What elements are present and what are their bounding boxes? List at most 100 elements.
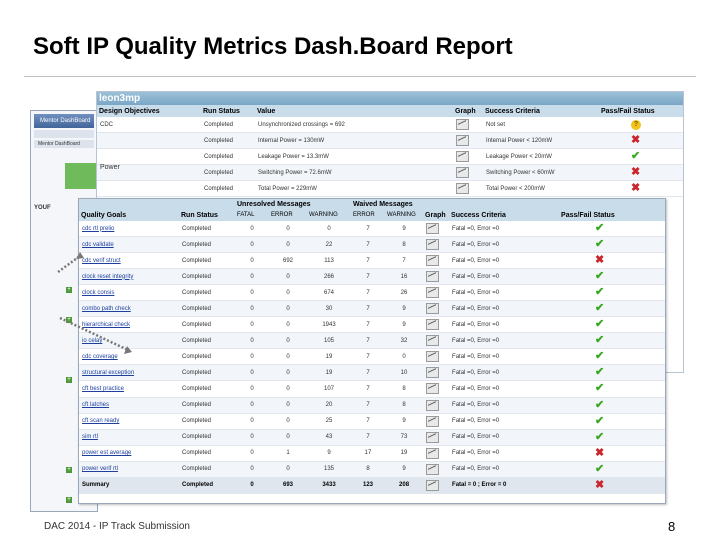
status-cell: ✔: [559, 364, 666, 382]
graph-cell: [423, 380, 450, 398]
graph-icon[interactable]: [426, 303, 440, 315]
column-header[interactable]: Pass/Fail Status: [599, 105, 683, 117]
quality-goal-cell[interactable]: io celay: [79, 332, 179, 350]
graph-icon[interactable]: [426, 271, 440, 283]
warning-count-cell: 25: [307, 413, 352, 430]
w_warning-count-cell: 9: [385, 300, 424, 318]
objective-cell: [97, 164, 201, 181]
column-header[interactable]: FATAL: [235, 209, 269, 221]
graph-icon[interactable]: [426, 463, 440, 475]
arrow-head: [76, 252, 84, 259]
quality-goal-cell[interactable]: cft best practice: [79, 380, 179, 398]
criteria-cell: Fatal = 0 ; Error = 0: [449, 477, 560, 494]
run-status-cell: Completed: [201, 117, 255, 133]
column-header[interactable]: ERROR: [351, 209, 386, 221]
browser-tab[interactable]: Mentor DashBoard: [34, 140, 94, 148]
w_error-count-cell: 8: [351, 461, 386, 478]
quality-goal-cell[interactable]: cft latches: [79, 397, 179, 414]
graph-icon[interactable]: [426, 415, 440, 427]
graph-icon[interactable]: [456, 183, 469, 194]
quality-goal-cell[interactable]: cdc rtl prelio: [79, 221, 179, 238]
graph-icon[interactable]: [426, 255, 440, 267]
column-header[interactable]: Pass/Fail Status: [559, 209, 666, 221]
graph-icon[interactable]: [426, 287, 440, 299]
graph-icon[interactable]: [426, 239, 440, 251]
expand-icon[interactable]: +: [66, 317, 72, 323]
w_error-count-cell: 7: [351, 300, 386, 318]
quality-goal-cell[interactable]: combo path check: [79, 300, 179, 318]
quality-goal-cell[interactable]: structural exception: [79, 364, 179, 382]
graph-icon[interactable]: [426, 367, 440, 379]
criteria-cell: Fatal =0, Error =0: [449, 445, 560, 462]
expand-icon[interactable]: +: [66, 287, 72, 293]
graph-icon[interactable]: [426, 399, 440, 411]
column-header[interactable]: WARNING: [307, 209, 352, 221]
column-header[interactable]: Success Criteria: [483, 105, 599, 117]
graph-icon[interactable]: [426, 479, 440, 491]
run-status-cell: Completed: [179, 413, 235, 430]
error-count-cell: 0: [269, 268, 307, 286]
quality-goal-cell[interactable]: cft scan ready: [79, 413, 179, 430]
objective-cell: [97, 180, 201, 197]
table-row: power verif rtl Completed 0 0 135 8 9 Fatal =0,…: [79, 461, 666, 478]
table-row: clock reset integrity Completed 0 0 266 7 16 Fa…: [79, 268, 666, 286]
column-header[interactable]: Run Status: [179, 209, 235, 221]
status-cell: ✔: [559, 316, 666, 334]
graph-icon[interactable]: [426, 447, 440, 459]
error-count-cell: 0: [269, 300, 307, 318]
warning-count-cell: 674: [307, 284, 352, 302]
fail-cross-icon: ✖: [631, 182, 641, 194]
column-header[interactable]: Design Objectives: [97, 105, 201, 117]
graph-icon[interactable]: [426, 335, 440, 347]
graph-icon[interactable]: [456, 119, 469, 130]
graph-icon[interactable]: [426, 319, 440, 331]
criteria-cell: Not set: [483, 117, 599, 133]
graph-cell: [423, 429, 450, 446]
column-header[interactable]: Graph: [453, 105, 483, 117]
quality-goal-cell[interactable]: sim rtl: [79, 429, 179, 446]
graph-icon[interactable]: [456, 135, 469, 146]
expand-icon[interactable]: +: [66, 497, 72, 503]
graph-icon[interactable]: [456, 151, 469, 162]
graph-icon[interactable]: [426, 351, 440, 363]
status-cell: ✔: [559, 348, 666, 366]
w_warning-count-cell: 7: [385, 252, 424, 270]
warning-count-cell: 0: [307, 221, 352, 238]
quality-goal-cell[interactable]: hierarchical check: [79, 316, 179, 334]
quality-goal-cell[interactable]: clock consis: [79, 284, 179, 302]
summary-row: Summary Completed 0 693 3433 123 208 Fatal = 0 …: [79, 477, 666, 494]
graph-cell: [423, 236, 450, 254]
criteria-cell: Fatal =0, Error =0: [449, 429, 560, 446]
column-header[interactable]: Quality Goals: [79, 209, 179, 221]
w_warning-count-cell: 8: [385, 397, 424, 414]
column-header[interactable]: WARNING: [385, 209, 424, 221]
graph-icon[interactable]: [456, 167, 469, 178]
w_warning-count-cell: 208: [385, 477, 424, 494]
run-status-cell: Completed: [179, 348, 235, 366]
quality-goal-cell[interactable]: cdc verif struct: [79, 252, 179, 270]
column-header[interactable]: Run Status: [201, 105, 255, 117]
quality-goal-cell[interactable]: power est average: [79, 445, 179, 462]
table-row: combo path check Completed 0 0 30 7 9 Fatal =0,…: [79, 300, 666, 318]
browser-toolbar: [34, 130, 94, 138]
column-header[interactable]: Graph: [423, 209, 450, 221]
status-cell: ✖: [559, 252, 666, 270]
quality-goal-cell[interactable]: clock reset integrity: [79, 268, 179, 286]
value-cell: Switching Power = 72.6mW: [255, 164, 453, 181]
column-header[interactable]: ERROR: [269, 209, 307, 221]
column-header[interactable]: Value: [255, 105, 453, 117]
quality-goals-panel: Unresolved Messages Waived Messages Qual…: [78, 198, 666, 504]
column-header[interactable]: Success Criteria: [449, 209, 560, 221]
expand-icon[interactable]: +: [66, 467, 72, 473]
graph-icon[interactable]: [426, 431, 440, 443]
graph-icon[interactable]: [426, 383, 440, 395]
graph-cell: [423, 413, 450, 430]
graph-icon[interactable]: [426, 223, 440, 235]
quality-goal-cell[interactable]: cdc validate: [79, 236, 179, 254]
run-status-cell: Completed: [179, 461, 235, 478]
expand-icon[interactable]: +: [66, 377, 72, 383]
value-cell: Internal Power = 130mW: [255, 132, 453, 149]
quality-goal-cell[interactable]: power verif rtl: [79, 461, 179, 478]
quality-goal-cell[interactable]: cdc coverage: [79, 348, 179, 366]
